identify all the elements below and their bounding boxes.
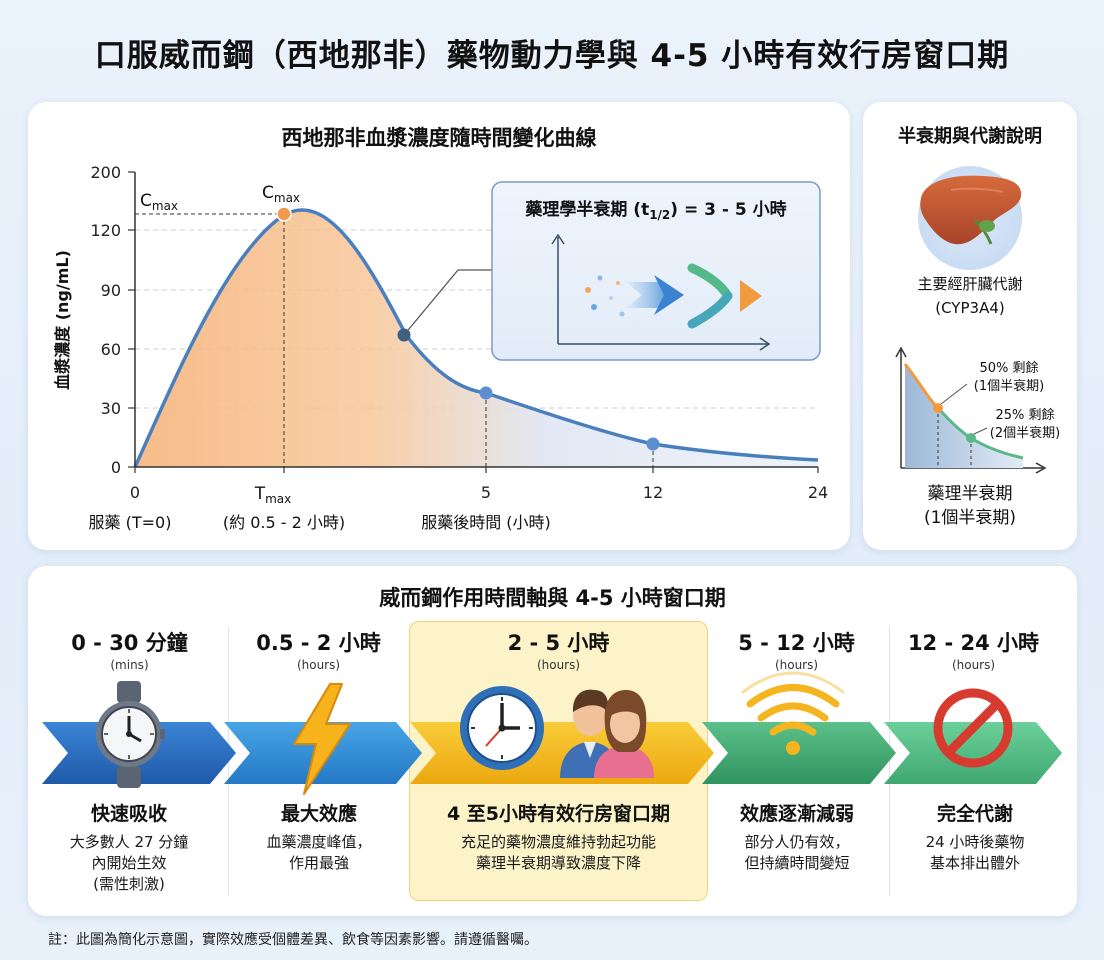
- y-tick-label: 60: [101, 340, 121, 359]
- particle-icon: [585, 275, 625, 317]
- half-life-label: 藥理學半衰期 (t1/2) = 3 - 5 小時: [524, 199, 786, 222]
- x-tick-label: 24: [808, 483, 828, 502]
- curve-marker: [646, 437, 660, 451]
- phase-header: 0.5 - 2 小時 (hours): [256, 631, 381, 672]
- x-tick-marks: [134, 467, 819, 473]
- phase-arrow-segment: [884, 722, 1062, 784]
- phase-description: 快速吸收 大多數人 27 分鐘 內開始生效 (需性刺激): [69, 803, 189, 893]
- y-tick-label: 200: [90, 163, 121, 182]
- timeline-arrow-band: [42, 671, 1062, 795]
- phase-header: 12 - 24 小時 (hours): [907, 631, 1040, 672]
- tmax-label: Tmax: [254, 484, 292, 506]
- decay-mini-chart: 50% 剩餘 (1個半衰期) 25% 剩餘 (2個半衰期): [895, 346, 1060, 474]
- timeline-title: 威而鋼作用時間軸與 4-5 小時窗口期: [379, 586, 726, 610]
- inset-callout-line: [403, 269, 492, 336]
- watch-icon: [96, 681, 165, 788]
- footnote: 註：此圖為簡化示意圖，實際效應受個體差異、飲食等因素影響。請遵循醫囑。: [48, 932, 538, 948]
- signal-waves-icon: [741, 671, 845, 755]
- y-axis-label: 血漿濃度 (ng/mL): [53, 250, 72, 390]
- phase-description: 4 至5小時有效行房窗口期 充足的藥物濃度維持勃起功能 藥理半衰期導致濃度下降: [446, 803, 671, 872]
- decay-25-note: (2個半衰期): [990, 425, 1060, 441]
- lightning-icon: [293, 683, 351, 795]
- timeline-card: 威而鋼作用時間軸與 4-5 小時窗口期: [28, 566, 1077, 916]
- liver-enzyme: (CYP3A4): [935, 299, 1005, 317]
- phase-header: 5 - 12 小時 (hours): [738, 631, 855, 672]
- y-tick-label: 30: [101, 399, 121, 418]
- concentration-chart-card: 西地那非血漿濃度隨時間變化曲線: [28, 102, 850, 550]
- tmax-note: (約 0.5 - 2 小時): [223, 513, 345, 532]
- x-tick-label: 0: [130, 483, 140, 502]
- y-tick-label: 0: [111, 458, 121, 477]
- y-tick-marks: [128, 171, 135, 468]
- warm-flow-arrow-icon: [687, 263, 750, 329]
- decay-25-marker: [966, 433, 976, 443]
- decay-50-note: (1個半衰期): [974, 378, 1044, 394]
- concentration-area: [135, 209, 818, 467]
- side-footer-line2: (1個半衰期): [923, 508, 1017, 528]
- phase-description: 最大效應 血藥濃度峰值， 作用最強: [266, 803, 372, 872]
- side-card-title: 半衰期與代謝說明: [898, 126, 1042, 147]
- cmax-left-label: Cmax: [140, 191, 178, 213]
- chart-title: 西地那非血漿濃度隨時間變化曲線: [281, 126, 597, 150]
- x-axis-label: 服藥後時間 (小時): [421, 513, 551, 532]
- decay-50-marker: [933, 403, 943, 413]
- decay-50-label: 50% 剩餘: [979, 360, 1038, 376]
- half-life-side-card: 半衰期與代謝說明 主要經肝臟代謝 (CYP3A4): [863, 102, 1077, 550]
- liver-label: 主要經肝臟代謝: [917, 275, 1023, 293]
- prohibited-icon: [933, 688, 1013, 768]
- phase-header: 2 - 5 小時 (hours): [507, 631, 610, 672]
- phase-description: 效應逐漸減弱 部分人仍有效， 但持續時間變短: [739, 803, 854, 872]
- cmax-peak-label: Cmax: [262, 183, 300, 205]
- phase-arrow-segment: [702, 722, 896, 784]
- phase-header: 0 - 30 分鐘 (mins): [71, 631, 188, 672]
- x-tick-label: 5: [481, 483, 491, 502]
- phase-divider: [889, 626, 890, 896]
- phase-description: 完全代謝 24 小時後藥物 基本排出體外: [925, 803, 1025, 872]
- liver-icon: [918, 166, 1022, 270]
- decay-25-label: 25% 剩餘: [995, 407, 1054, 423]
- dose-label: 服藥 (T=0): [89, 513, 172, 532]
- peak-marker: [276, 206, 292, 222]
- clock-couple-icon: [460, 686, 654, 778]
- curve-marker: [479, 386, 493, 400]
- concentration-curve: [133, 208, 819, 468]
- x-tick-label: 12: [643, 483, 663, 502]
- side-footer-line1: 藥理半衰期: [927, 484, 1013, 504]
- y-tick-label: 90: [101, 281, 121, 300]
- page-title: 口服威而鋼（西地那非）藥物動力學與 4-5 小時有效行房窗口期: [94, 38, 1010, 74]
- concentration-chart: 200 120 90 60 30 0 血漿濃度 (ng/mL) Cmax Cma…: [53, 163, 828, 532]
- y-tick-label: 120: [90, 221, 121, 240]
- half-life-inset: [491, 181, 821, 361]
